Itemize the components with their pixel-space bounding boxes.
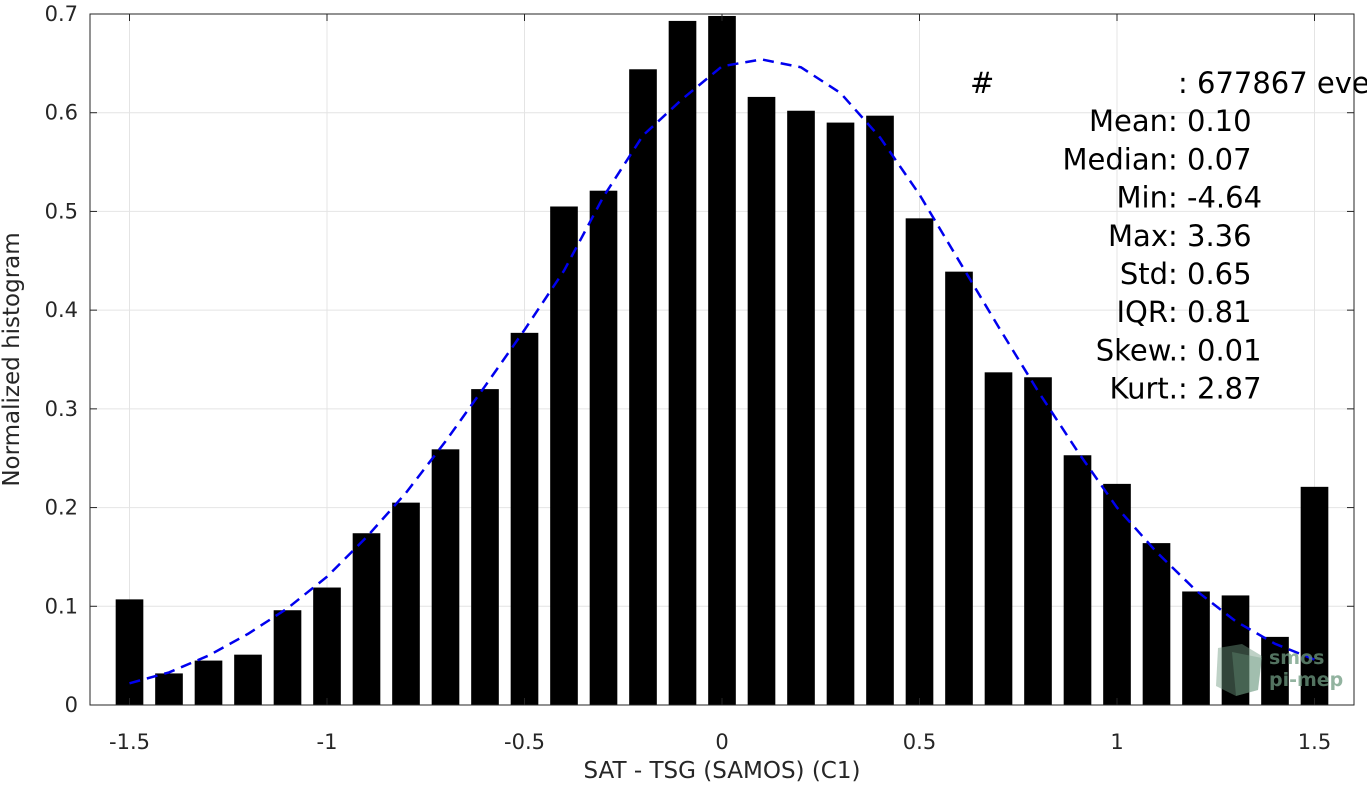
histogram-bar <box>1063 455 1092 705</box>
y-tick-label: 0.5 <box>45 199 78 223</box>
stat-row: Median : 0.07 <box>1063 142 1252 176</box>
histogram-bar <box>668 20 697 706</box>
stat-label: IQR <box>1116 295 1168 329</box>
stat-value: : 0.01 <box>1178 333 1262 367</box>
y-tick-label: 0.3 <box>45 397 78 421</box>
histogram-bar <box>155 673 183 705</box>
histogram-bar <box>1221 595 1250 705</box>
x-tick-label: -1.5 <box>109 730 150 754</box>
stat-label: Skew. <box>1096 333 1178 367</box>
histogram-bar <box>431 449 460 705</box>
stat-row: Skew. : 0.01 <box>1096 333 1262 367</box>
y-tick-label: 0.2 <box>45 496 78 520</box>
stat-row: Kurt. : 2.87 <box>1110 372 1262 406</box>
histogram-bar <box>629 69 657 705</box>
fit-curve-line <box>129 58 1315 685</box>
histogram-bar <box>194 660 223 705</box>
histogram-bar <box>471 389 499 705</box>
x-tick-label: 1 <box>1110 730 1123 754</box>
stat-value: : 0.10 <box>1168 104 1252 138</box>
stat-label: Std <box>1120 257 1168 291</box>
axes: -1.5 -1 -0.5 0 0.5 1 1.5 0 0.1 0.2 0.3 0.4 0.5 0.6 0.7 <box>45 2 1354 754</box>
stat-value: : 0.65 <box>1168 257 1252 291</box>
x-tick-label: -0.5 <box>504 730 545 754</box>
y-tick-label: 0 <box>65 693 78 717</box>
stat-row: Std : 0.65 <box>1120 257 1252 291</box>
stat-label: Min <box>1117 181 1168 215</box>
histogram-bar <box>866 115 894 705</box>
histogram-bar <box>234 654 262 705</box>
y-tick-label: 0.7 <box>45 2 78 26</box>
stat-label: Kurt. <box>1110 372 1178 406</box>
stat-row: Min : -4.64 <box>1117 181 1263 215</box>
histogram-bar <box>352 533 381 705</box>
histogram-bar <box>1142 543 1171 705</box>
histogram-bar <box>273 610 302 705</box>
x-tick-label: 0.5 <box>903 730 936 754</box>
histogram-bar <box>392 502 420 705</box>
stat-row: Mean : 0.10 <box>1089 104 1252 138</box>
histogram-bar <box>984 372 1013 705</box>
histogram-bar <box>313 587 341 705</box>
stat-value: : 3.36 <box>1168 219 1252 253</box>
histogram-bar <box>589 190 618 705</box>
stat-value: : 2.87 <box>1178 372 1262 406</box>
histogram-bar <box>708 15 736 705</box>
histogram-bar <box>1182 591 1210 705</box>
stat-value: : -4.64 <box>1168 181 1262 215</box>
histogram-bar <box>115 599 144 705</box>
stat-label: Max <box>1108 219 1168 253</box>
stat-label: Mean <box>1089 104 1168 138</box>
y-axis-label: Normalized histogram <box>0 232 25 486</box>
histogram-bar <box>787 110 815 706</box>
y-tick-label: 0.1 <box>45 594 78 618</box>
logo-text-line2: pi-mep <box>1269 669 1343 691</box>
histogram-bar <box>1261 636 1289 705</box>
histogram-bar <box>1300 486 1329 705</box>
logo-text-line1: smos <box>1269 647 1324 669</box>
fit-curve <box>129 58 1315 685</box>
stat-row: # : 677867 events <box>970 66 1367 100</box>
stat-value: : 677867 events <box>1178 66 1367 100</box>
x-tick-label: -1 <box>317 730 338 754</box>
histogram-bar <box>747 96 776 706</box>
stat-row: IQR : 0.81 <box>1116 295 1251 329</box>
histogram-bar <box>510 332 539 705</box>
stat-label: # <box>970 66 994 100</box>
histogram-bars <box>115 15 1329 706</box>
stat-value: : 0.07 <box>1168 142 1252 176</box>
stat-value: : 0.81 <box>1168 295 1252 329</box>
logo-mark-shade-icon <box>1232 652 1262 696</box>
x-tick-label: 0 <box>715 730 728 754</box>
logo-mark-icon <box>1216 644 1262 696</box>
x-tick-label: 1.5 <box>1298 730 1331 754</box>
y-tick-label: 0.4 <box>45 298 78 322</box>
stat-label: Median <box>1063 142 1168 176</box>
histogram-bar <box>550 206 578 705</box>
histogram-bar <box>1103 483 1131 705</box>
histogram-bar <box>905 218 934 706</box>
y-tick-label: 0.6 <box>45 101 78 125</box>
x-axis-label: SAT - TSG (SAMOS) (C1) <box>584 758 861 784</box>
histogram-bar <box>945 271 973 705</box>
stat-row: Max : 3.36 <box>1108 219 1252 253</box>
histogram-bar <box>1024 377 1052 705</box>
histogram-bar <box>826 122 855 706</box>
